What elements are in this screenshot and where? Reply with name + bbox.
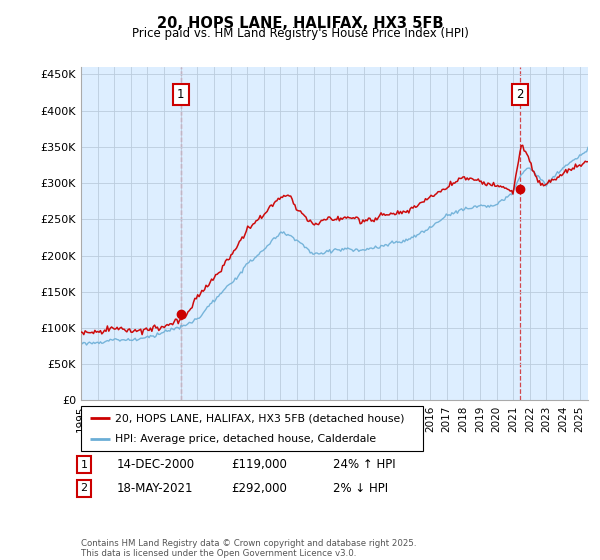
Text: 20, HOPS LANE, HALIFAX, HX3 5FB (detached house): 20, HOPS LANE, HALIFAX, HX3 5FB (detache… — [115, 413, 404, 423]
Text: 20, HOPS LANE, HALIFAX, HX3 5FB: 20, HOPS LANE, HALIFAX, HX3 5FB — [157, 16, 443, 31]
Text: £119,000: £119,000 — [231, 458, 287, 472]
Text: 2% ↓ HPI: 2% ↓ HPI — [333, 482, 388, 495]
Text: 14-DEC-2000: 14-DEC-2000 — [117, 458, 195, 472]
Text: 24% ↑ HPI: 24% ↑ HPI — [333, 458, 395, 472]
Text: 2: 2 — [516, 88, 524, 101]
Text: £292,000: £292,000 — [231, 482, 287, 495]
Text: 18-MAY-2021: 18-MAY-2021 — [117, 482, 193, 495]
Text: 2: 2 — [80, 483, 88, 493]
Text: Contains HM Land Registry data © Crown copyright and database right 2025.
This d: Contains HM Land Registry data © Crown c… — [81, 539, 416, 558]
Text: HPI: Average price, detached house, Calderdale: HPI: Average price, detached house, Cald… — [115, 433, 376, 444]
Text: 1: 1 — [80, 460, 88, 470]
Text: 1: 1 — [177, 88, 184, 101]
Text: Price paid vs. HM Land Registry's House Price Index (HPI): Price paid vs. HM Land Registry's House … — [131, 27, 469, 40]
